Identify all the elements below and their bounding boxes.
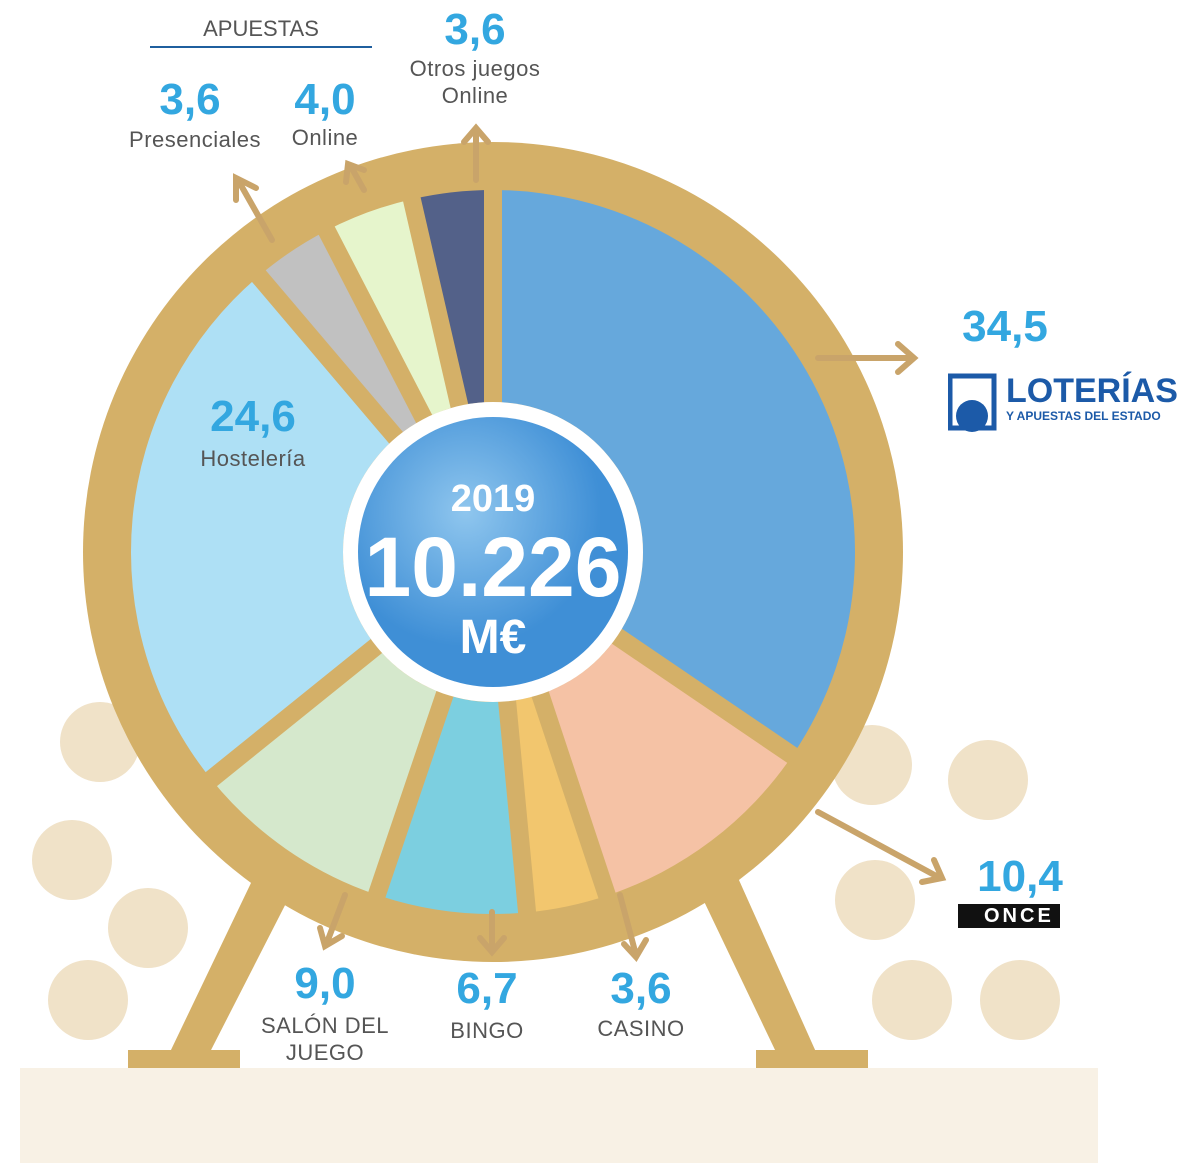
category-label: Online	[275, 124, 375, 151]
loterias-icon	[948, 356, 998, 436]
once-logo: ONCE	[958, 904, 1060, 928]
category-label: BINGO	[427, 1017, 547, 1044]
value-label: 9,0	[294, 962, 355, 1006]
value-label: 4,0	[294, 78, 355, 122]
category-label: Hostelería	[173, 445, 333, 472]
group-label: APUESTAS	[150, 16, 372, 48]
value-label: 34,5	[962, 305, 1048, 349]
value-label: 6,7	[456, 967, 517, 1011]
category-label: Otros juegos Online	[390, 55, 560, 109]
loterias-name: LOTERÍAS	[1006, 372, 1178, 411]
loterias-subtitle: Y APUESTAS DEL ESTADO	[1006, 409, 1161, 423]
value-label: 3,6	[159, 78, 220, 122]
center-unit: M€	[460, 610, 527, 665]
page: {"chart_data": {"type": "pie", "group_la…	[0, 0, 1187, 1163]
loterias-logo: LOTERÍAS Y APUESTAS DEL ESTADO	[948, 356, 1184, 436]
category-label: SALÓN DEL JUEGO	[250, 1012, 400, 1066]
base	[20, 1068, 1098, 1163]
value-label: 3,6	[610, 967, 671, 1011]
center-total: 10.226	[365, 522, 622, 612]
center-year: 2019	[451, 478, 536, 521]
value-label: 10,4	[977, 855, 1063, 899]
category-label: Presenciales	[115, 126, 275, 153]
category-label: CASINO	[581, 1015, 701, 1042]
value-label: 24,6	[210, 395, 296, 439]
value-label: 3,6	[444, 8, 505, 52]
